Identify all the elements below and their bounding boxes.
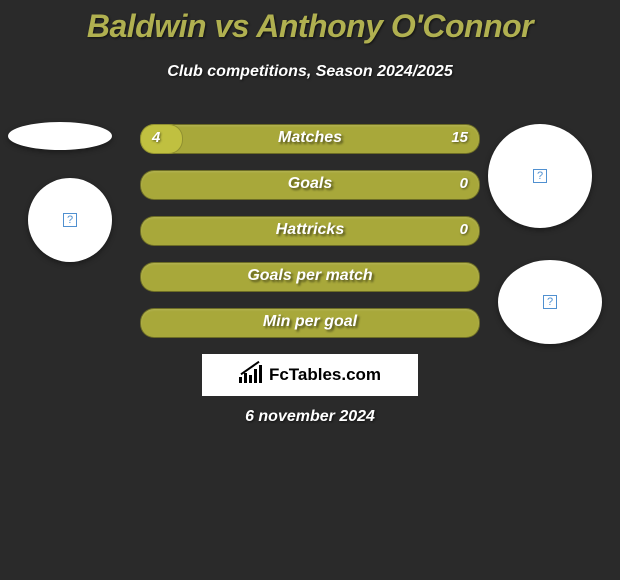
stat-bar: Matches4 15 [140, 124, 480, 152]
stat-bar: Min per goal [140, 308, 480, 336]
comparison-title: Baldwin vs Anthony O'Connor [0, 0, 620, 45]
comparison-date: 6 november 2024 [0, 408, 620, 426]
stat-bar-label: Goals [140, 170, 480, 198]
fctables-badge: FcTables.com [202, 354, 418, 396]
image-placeholder-icon: ? [63, 213, 77, 227]
fctables-chart-icon [239, 365, 265, 385]
stat-right-value: 15 [451, 124, 468, 152]
player-avatar: ? [28, 178, 112, 262]
stat-right-value: 0 [460, 216, 468, 244]
stat-bar-label: Goals per match [140, 262, 480, 290]
stat-bar: Hattricks0 [140, 216, 480, 244]
player-avatar: ? [488, 124, 592, 228]
stat-bar-label: Matches [140, 124, 480, 152]
image-placeholder-icon: ? [533, 169, 547, 183]
image-placeholder-icon: ? [543, 295, 557, 309]
stat-right-value: 0 [460, 170, 468, 198]
stat-bar-label: Hattricks [140, 216, 480, 244]
comparison-subtitle: Club competitions, Season 2024/2025 [0, 45, 620, 81]
stat-bar: Goals0 [140, 170, 480, 198]
stat-left-value: 4 [152, 124, 160, 152]
stat-bars: Matches415Goals0Hattricks0Goals per matc… [140, 124, 480, 354]
fctables-text: FcTables.com [269, 365, 381, 385]
player-avatar: ? [498, 260, 602, 344]
stat-bar: Goals per match [140, 262, 480, 290]
stat-bar-label: Min per goal [140, 308, 480, 336]
player-avatar [8, 122, 112, 150]
